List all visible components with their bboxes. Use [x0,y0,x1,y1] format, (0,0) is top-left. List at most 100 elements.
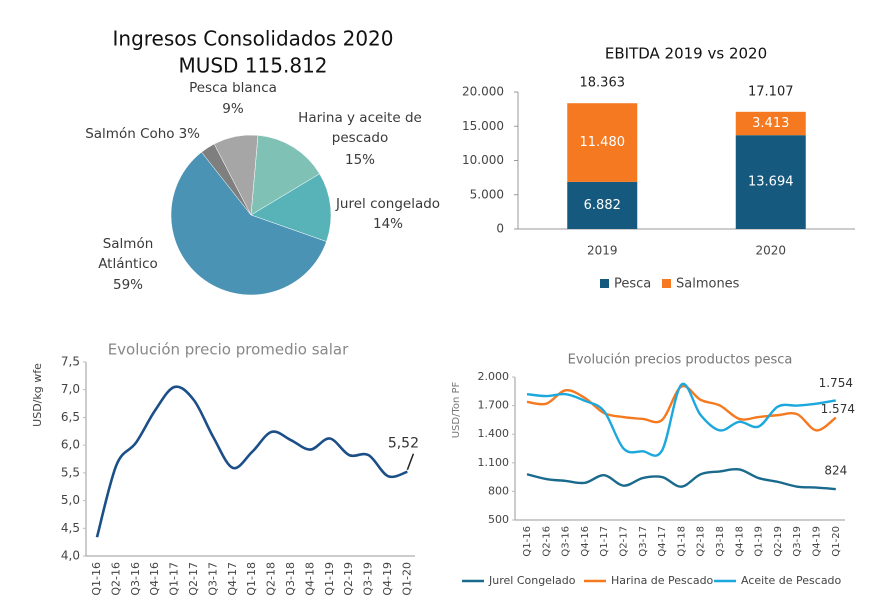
y-tick-label: 6,5 [61,410,80,424]
value-label: 824 [824,464,847,478]
x-tick-label: Q3-18 [715,526,726,557]
value-label: 5,52 [388,436,419,452]
slice-name: Harina y aceite de pescado [298,110,422,146]
legend-label: Aceite de Pescado [741,574,842,587]
bar-segment [735,111,806,136]
y-tick-label: 20.000 [462,85,504,99]
slice-name: Salmón Atlántico [98,236,158,272]
bar-segment [735,135,806,229]
x-tick-label: Q1-18 [676,526,687,557]
y-tick-label: 7,0 [61,382,80,396]
x-tick-label: Q2-18 [696,526,707,557]
y-tick-label: 5.000 [470,187,504,201]
x-tick-label: Q4-16 [148,562,161,596]
x-tick-label: Q1-19 [323,562,336,596]
label-leader [406,453,415,471]
line-title: Evolución precios productos pesca [568,353,793,368]
legend-label: Salmones [676,277,740,292]
y-tick-label: 5,0 [61,493,80,507]
y-tick-label: 500 [488,513,509,526]
x-tick-label: Q1-19 [754,526,765,557]
slice-value: 15% [344,152,375,168]
x-tick-label: Q4-18 [303,562,316,596]
legend-label: Harina de Pescado [611,574,714,587]
y-axis-label: USD/kg wfe [31,363,44,427]
y-axis-label: USD/Ton PF [451,381,462,438]
slice-name: Pesca blanca [189,80,277,96]
x-tick-label: Q1-16 [90,562,103,596]
x-tick-label: Q3-17 [206,562,219,596]
y-tick-label: 800 [488,484,509,497]
line-series [526,384,837,432]
y-tick-label: 1.100 [478,456,510,469]
pie-title: Ingresos Consolidados 2020 [113,27,394,51]
bar-value-label: 13.694 [748,175,794,190]
y-tick-label: 2.000 [478,370,510,383]
bar-segment [567,103,638,182]
y-tick-label: 5,5 [61,465,80,479]
x-tick-label: Q2-19 [342,562,355,596]
bar-value-label: 3.413 [752,116,789,131]
bar-segment [567,181,638,229]
x-tick-label: Q3-19 [362,562,375,596]
x-tick-label: 2019 [587,244,618,258]
total-label: 18.363 [580,76,626,91]
x-tick-label: Q1-17 [599,526,610,557]
x-tick-label: Q3-16 [129,562,142,596]
x-tick-label: Q2-19 [773,526,784,557]
y-tick-label: 4,5 [61,521,80,535]
x-tick-label: Q4-18 [734,526,745,557]
slice-value: 14% [372,216,403,232]
x-tick-label: Q2-16 [541,526,552,557]
slice-value: 59% [112,277,143,293]
pie-slice [170,151,327,296]
x-tick-label: Q4-19 [812,526,823,557]
y-tick-label: 4,0 [61,549,80,563]
legend-swatch [662,279,671,288]
pie-slice [250,135,320,216]
y-tick-label: 10.000 [462,153,504,167]
x-tick-label: Q3-16 [561,526,572,557]
y-tick-label: 1.700 [478,399,510,412]
x-tick-label: Q1-17 [168,562,181,596]
x-tick-label: Q3-19 [792,526,803,557]
pie-slice [250,173,332,242]
x-tick-label: Q1-20 [400,562,413,596]
legend-label: Pesca [614,277,651,292]
total-label: 17.107 [748,84,794,99]
x-tick-label: Q2-18 [265,562,278,596]
x-tick-label: Q4-16 [580,526,591,557]
y-tick-label: 6,0 [61,438,80,452]
line-series [526,467,836,491]
x-tick-label: Q1-18 [245,562,258,596]
pie-slice [213,134,259,216]
bar-value-label: 11.480 [580,135,626,150]
x-tick-label: Q3-18 [284,562,297,596]
x-tick-label: Q2-17 [187,562,200,596]
bar-title: EBITDA 2019 vs 2020 [605,45,767,63]
legend-swatch [600,279,609,288]
x-tick-label: Q3-17 [638,526,649,557]
y-tick-label: 15.000 [462,119,504,133]
line-series [95,385,408,538]
x-tick-label: Q1-16 [522,526,533,557]
bar-value-label: 6.882 [584,198,621,213]
x-tick-label: Q1-20 [831,526,842,557]
x-tick-label: Q4-17 [657,526,668,557]
value-label: 1.574 [821,402,855,416]
pie-subtitle: MUSD 115.812 [178,54,327,78]
slice-name: Salmón Coho [85,126,175,142]
x-tick-label: Q2-16 [109,562,122,596]
y-tick-label: 7,5 [61,355,80,369]
slice-value: 3% [178,126,200,142]
y-tick-label: 1.400 [478,427,510,440]
x-tick-label: Q4-19 [381,562,394,596]
line-title: Evolución precio promedio salar [108,341,349,359]
y-tick-label: 0 [496,222,504,236]
slice-name: Jurel congelado [335,196,441,212]
x-tick-label: Q2-17 [619,526,630,557]
value-label: 1.754 [819,376,853,390]
slice-value: 9% [222,101,244,117]
